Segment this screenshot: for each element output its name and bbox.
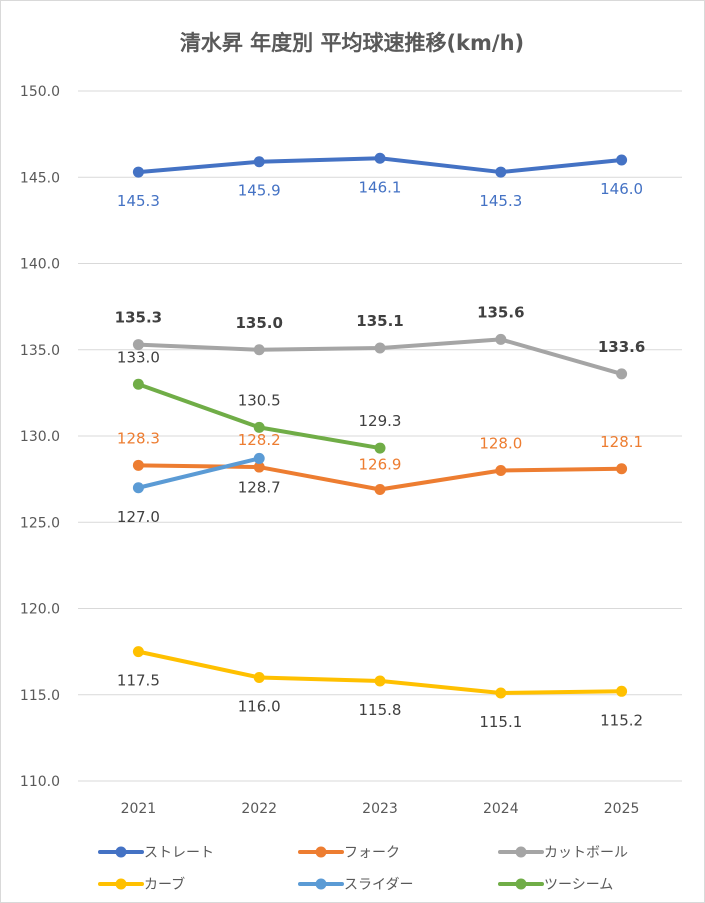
x-tick-label: 2023 — [362, 801, 398, 817]
legend-marker — [315, 846, 327, 858]
data-point — [495, 465, 507, 476]
series-line — [136, 456, 262, 490]
data-label: 135.1 — [356, 312, 403, 330]
y-tick-label: 120.0 — [20, 602, 60, 618]
data-point — [132, 459, 144, 471]
data-label: 146.0 — [600, 180, 643, 198]
data-point — [253, 156, 265, 168]
data-labels: 145.3 145.9 146.1 145.3 146.0 128.3 128.2 126.9… — [115, 178, 646, 731]
legend-label: スライダー — [344, 877, 413, 893]
data-point — [132, 339, 144, 351]
y-tick-label: 140.0 — [20, 257, 60, 273]
y-tick-label: 145.0 — [20, 170, 60, 186]
data-point — [374, 442, 386, 454]
data-point — [495, 333, 507, 345]
data-label: 128.2 — [238, 431, 281, 449]
y-tick-label: 135.0 — [20, 343, 60, 359]
data-point — [495, 166, 507, 178]
data-label: 128.3 — [117, 429, 160, 447]
y-axis-ticks: 110.0 115.0 120.0 125.0 130.0 135.0 140.0 145.0… — [20, 84, 60, 790]
legend-marker — [315, 878, 327, 890]
data-point — [616, 463, 628, 475]
data-point — [374, 152, 386, 164]
series-layer — [132, 152, 628, 699]
data-label: 115.2 — [600, 711, 643, 729]
data-label: 135.3 — [115, 309, 162, 327]
legend-item[interactable]: フォーク — [298, 845, 400, 861]
data-point — [616, 685, 628, 697]
y-tick-label: 130.0 — [20, 429, 60, 445]
data-point — [374, 675, 386, 687]
data-label: 116.0 — [238, 698, 281, 716]
legend-label: カーブ — [144, 876, 185, 893]
data-point — [374, 483, 386, 495]
x-tick-label: 2025 — [604, 801, 640, 817]
data-label: 115.8 — [359, 701, 402, 719]
legend-label: ツーシーム — [544, 877, 613, 893]
x-tick-label: 2021 — [121, 801, 157, 817]
data-point — [253, 672, 265, 683]
legend-marker — [515, 878, 527, 890]
legend-marker — [515, 846, 527, 858]
data-point — [253, 344, 265, 356]
data-label: 145.9 — [238, 182, 281, 200]
series-line — [136, 649, 624, 696]
legend-item[interactable]: カーブ — [98, 876, 185, 893]
data-point — [132, 166, 144, 178]
data-label: 146.1 — [359, 178, 402, 196]
data-label: 135.6 — [477, 303, 524, 321]
data-point — [132, 646, 144, 658]
data-label: 135.0 — [235, 314, 282, 332]
data-label: 133.6 — [598, 338, 645, 356]
data-label: 130.5 — [238, 391, 281, 409]
legend-marker — [115, 846, 127, 858]
y-tick-label: 115.0 — [20, 688, 60, 704]
data-point — [374, 342, 386, 354]
x-tick-label: 2024 — [483, 801, 519, 817]
data-label: 145.3 — [479, 192, 522, 210]
data-point — [495, 687, 507, 699]
data-point — [253, 452, 265, 464]
legend-item[interactable]: ストレート — [98, 845, 214, 861]
legend-label: ストレート — [144, 845, 214, 861]
data-label: 126.9 — [359, 455, 402, 473]
data-point — [616, 368, 628, 380]
data-point — [132, 482, 144, 494]
data-point — [132, 378, 144, 390]
y-tick-label: 150.0 — [20, 84, 60, 100]
legend-marker — [115, 878, 127, 890]
data-label: 127.0 — [117, 508, 160, 526]
data-point — [616, 154, 628, 166]
legend-item[interactable]: ツーシーム — [498, 877, 613, 893]
data-label: 117.5 — [117, 672, 160, 690]
y-tick-label: 110.0 — [20, 774, 60, 790]
data-label: 128.7 — [238, 478, 281, 496]
legend-label: フォーク — [344, 845, 400, 861]
data-point — [253, 421, 265, 433]
data-label: 129.3 — [359, 412, 402, 430]
data-label: 145.3 — [117, 192, 160, 210]
legend-label: カットボール — [544, 845, 628, 861]
x-tick-label: 2022 — [241, 801, 277, 817]
data-point — [253, 461, 265, 473]
x-axis-ticks: 2021 2022 2023 2024 2025 — [121, 801, 640, 817]
chart-title: 清水昇 年度別 平均球速推移(km/h) — [180, 31, 524, 55]
data-label: 128.1 — [600, 433, 643, 451]
data-label: 133.0 — [117, 348, 160, 366]
legend-item[interactable]: カットボール — [498, 845, 628, 861]
y-tick-label: 125.0 — [20, 515, 60, 531]
legend-item[interactable]: スライダー — [298, 877, 413, 893]
data-label: 115.1 — [479, 713, 522, 731]
data-label: 128.0 — [479, 435, 522, 453]
